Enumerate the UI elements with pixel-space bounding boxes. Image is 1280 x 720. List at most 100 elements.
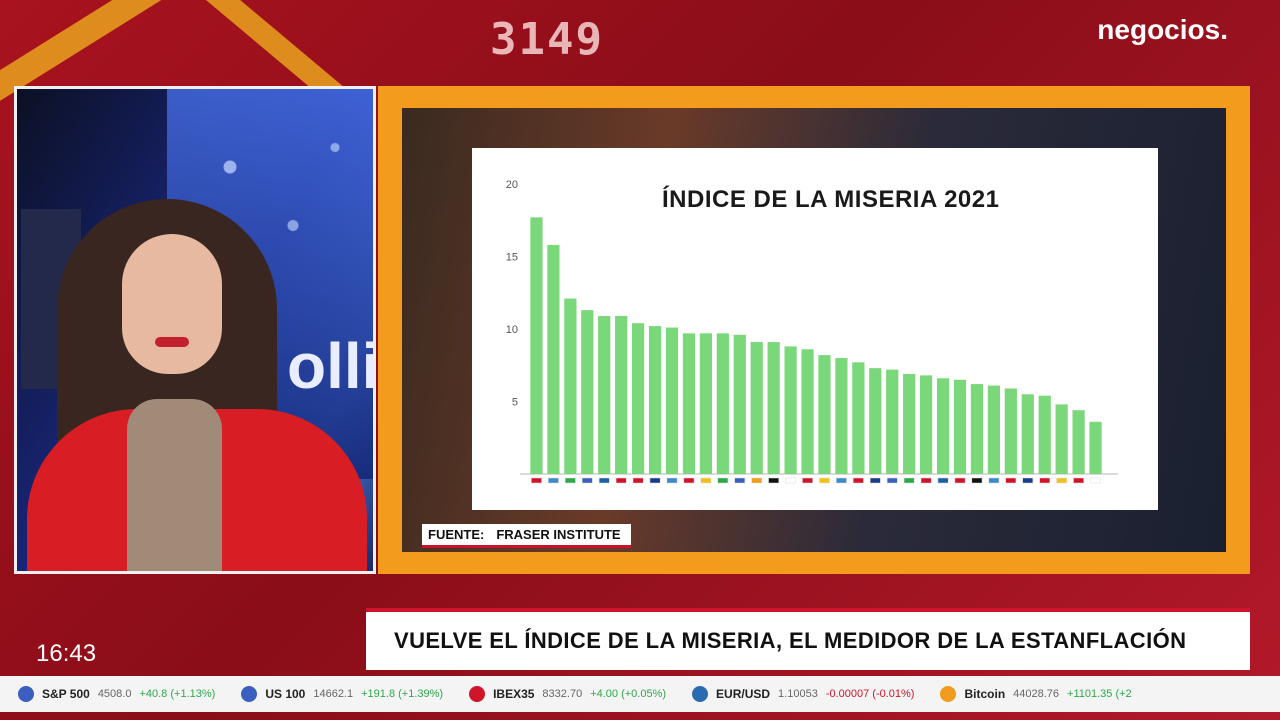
y-tick-label: 15 — [506, 252, 518, 264]
y-tick-label: 20 — [506, 179, 518, 191]
ticker-name: US 100 — [265, 687, 306, 701]
country-flag-icon — [751, 477, 763, 484]
bitcoin-icon — [940, 686, 957, 702]
source-label: FUENTE: — [428, 527, 485, 542]
us-flag-icon — [241, 686, 258, 702]
background-number: 3149 — [490, 14, 604, 65]
source-caption: FUENTE: FRASER INSTITUTE — [422, 524, 631, 548]
bar-4 — [581, 310, 594, 474]
bar-34 — [1089, 421, 1102, 474]
bar-23 — [903, 373, 916, 474]
bar-1 — [530, 217, 543, 474]
bar-7 — [632, 323, 645, 474]
bar-15 — [767, 342, 780, 474]
source-value: FRASER INSTITUTE — [496, 527, 621, 542]
bar-31 — [1038, 395, 1051, 474]
country-flag-icon — [971, 477, 983, 484]
country-flag-icon — [937, 477, 949, 484]
ticker-item: US 100 14662.1 +191.8 (+1.39%) — [241, 686, 443, 702]
ticker-item: IBEX35 8332.70 +4.00 (+0.05%) — [469, 686, 666, 702]
country-flag-icon — [598, 477, 610, 484]
ticker-change: +40.8 (+1.13%) — [139, 688, 216, 700]
bar-6 — [615, 315, 628, 474]
bar-12 — [716, 333, 729, 474]
country-flag-icon — [734, 477, 746, 484]
bar-17 — [801, 349, 814, 474]
country-flag-icon — [615, 477, 627, 484]
bar-33 — [1072, 410, 1085, 474]
ticker-name: S&P 500 — [42, 687, 90, 701]
presenter-video: olli — [14, 86, 376, 574]
country-flag-icon — [920, 477, 932, 484]
presenter-face — [122, 234, 222, 374]
bar-3 — [564, 298, 577, 474]
ticker-item: Bitcoin 44028.76 +1101.35 (+2 — [940, 686, 1132, 702]
bar-25 — [936, 378, 950, 474]
country-flag-icon — [886, 477, 898, 484]
country-flag-icon — [565, 477, 576, 484]
country-flag-icon — [1056, 477, 1067, 484]
country-flag-icon — [1090, 477, 1101, 484]
bar-16 — [784, 346, 797, 474]
bar-19 — [835, 358, 848, 474]
country-flag-icon — [768, 477, 779, 484]
country-flag-icon — [836, 477, 847, 484]
country-flag-icon — [853, 477, 864, 484]
bar-32 — [1055, 404, 1068, 474]
market-ticker: S&P 500 4508.0 +40.8 (+1.13%) US 100 14662.1… — [0, 676, 1280, 712]
country-flag-icon — [988, 477, 1000, 484]
bar-8 — [648, 326, 662, 474]
country-flag-icon — [632, 477, 644, 484]
country-flag-icon — [869, 477, 881, 484]
globe-icon — [692, 686, 709, 702]
country-flag-icon — [666, 477, 678, 484]
ticker-price: 14662.1 — [313, 688, 354, 700]
country-flag-icon — [819, 477, 830, 484]
bar-14 — [750, 342, 763, 474]
ticker-change: -0.00007 (-0.01%) — [825, 688, 915, 700]
country-flag-icon — [1005, 477, 1017, 484]
ticker-item: EUR/USD 1.10053 -0.00007 (-0.01%) — [692, 686, 914, 702]
country-flag-icon — [1039, 477, 1051, 484]
ticker-change: +191.8 (+1.39%) — [361, 688, 444, 700]
country-flag-icon — [717, 477, 729, 484]
country-flag-icon — [954, 477, 966, 484]
ticker-price: 4508.0 — [97, 688, 132, 700]
ticker-change: +4.00 (+0.05%) — [590, 688, 667, 700]
bar-22 — [886, 369, 899, 474]
bar-20 — [852, 362, 865, 474]
ticker-price: 8332.70 — [542, 688, 583, 700]
country-flag-icon — [548, 477, 559, 484]
country-flag-icon — [581, 477, 593, 484]
ticker-name: EUR/USD — [716, 687, 771, 701]
chart-card: 5 10 15 20 — [472, 148, 1158, 510]
ticker-name: IBEX35 — [493, 687, 535, 701]
country-flag-icon — [700, 477, 712, 484]
country-flag-icon — [1022, 477, 1034, 484]
country-flag-icon — [802, 477, 813, 484]
bar-27 — [970, 384, 984, 474]
chart-frame: 5 10 15 20 ÍNDICE DE LA MISERIA 2021 FUENTE… — [378, 86, 1250, 574]
country-flag-icon — [649, 477, 661, 484]
y-tick-label: 5 — [512, 397, 518, 409]
chart-title: ÍNDICE DE LA MISERIA 2021 — [662, 186, 1000, 213]
ticker-name: Bitcoin — [964, 687, 1006, 701]
bar-2 — [547, 244, 560, 474]
presenter-lips — [155, 337, 189, 347]
bar-29 — [1004, 388, 1017, 474]
ticker-price: 44028.76 — [1013, 688, 1060, 700]
y-tick-label: 10 — [506, 324, 518, 336]
ticker-item: S&P 500 4508.0 +40.8 (+1.13%) — [18, 686, 215, 702]
bar-9 — [665, 327, 679, 474]
bar-21 — [869, 368, 882, 474]
spain-flag-icon — [469, 686, 486, 702]
presenter-scarf — [127, 399, 222, 571]
bar-24 — [920, 375, 933, 474]
clock: 16:43 — [36, 640, 97, 667]
bar-chart: 5 10 15 20 — [506, 179, 1118, 484]
country-flag-icon — [531, 477, 542, 484]
country-flag-icon — [1073, 477, 1084, 484]
bar-10 — [682, 333, 696, 474]
bar-30 — [1021, 394, 1034, 474]
bar-5 — [598, 315, 611, 474]
